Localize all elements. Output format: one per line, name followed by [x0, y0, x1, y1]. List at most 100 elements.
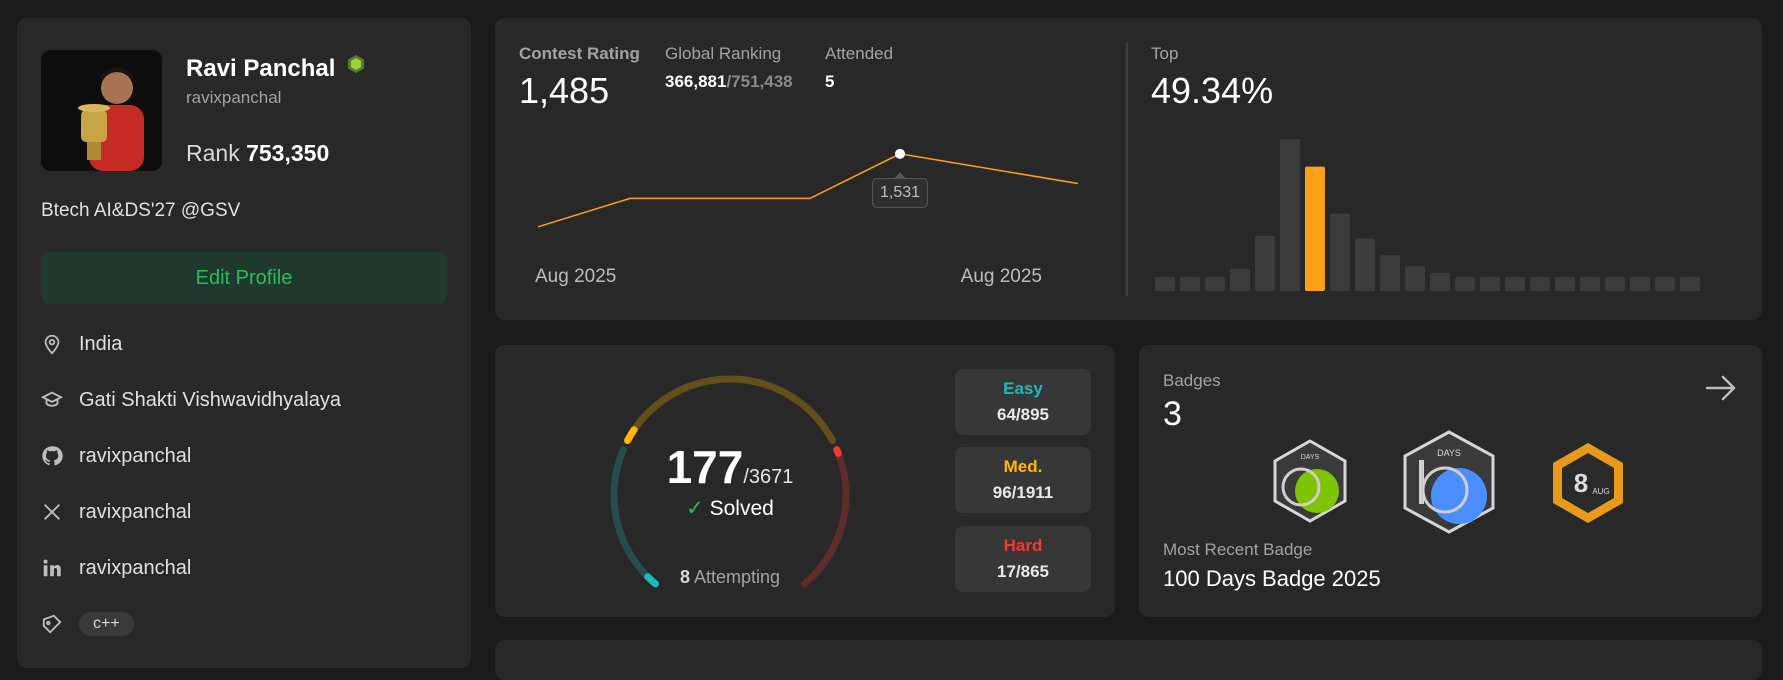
location-text: India	[79, 332, 123, 355]
distribution-bar[interactable]	[1530, 277, 1550, 291]
global-ranking-label: Global Ranking	[665, 44, 782, 63]
badge-50-days-icon[interactable]: DAYS	[1271, 439, 1349, 523]
distribution-bar[interactable]	[1180, 277, 1200, 291]
distribution-bar[interactable]	[1580, 277, 1600, 291]
distribution-bar[interactable]	[1405, 266, 1425, 291]
badges-count: 3	[1163, 395, 1182, 433]
github-text[interactable]: ravixpanchal	[79, 444, 192, 467]
global-ranking-block: Global Ranking 366,881/751,438	[665, 44, 793, 92]
medium-stat[interactable]: Med. 96/1911	[955, 447, 1091, 513]
top-percent-block: Top 49.34%	[1151, 44, 1273, 112]
next-section-card	[495, 640, 1762, 680]
distribution-bar[interactable]	[1355, 238, 1375, 291]
distribution-bar[interactable]	[1480, 277, 1500, 291]
solved-progress-ring[interactable]	[605, 375, 855, 595]
distribution-bar[interactable]	[1280, 139, 1300, 291]
contest-rating-value: 1,485	[519, 70, 610, 111]
easy-stat[interactable]: Easy 64/895	[955, 369, 1091, 435]
skills-row: c++	[41, 610, 134, 638]
badge1-text: DAYS	[1301, 454, 1320, 461]
solved-count: 177	[666, 441, 744, 493]
solved-label-row: ✓ Solved	[625, 496, 835, 521]
x-axis-start-label: Aug 2025	[535, 266, 617, 287]
contest-rating-block: Contest Rating 1,485	[519, 44, 640, 112]
rating-tooltip: 1,531	[872, 177, 929, 208]
rating-point[interactable]	[895, 148, 905, 159]
contest-rating-label: Contest Rating	[519, 44, 640, 63]
distribution-bar[interactable]	[1605, 277, 1625, 291]
distribution-bar[interactable]	[1680, 277, 1700, 291]
github-icon	[42, 446, 63, 466]
recent-badge-block: Most Recent Badge 100 Days Badge 2025	[1163, 540, 1381, 592]
verified-icon	[348, 55, 365, 73]
distribution-bar[interactable]	[1555, 277, 1575, 291]
solved-label: Solved	[709, 497, 774, 520]
attempting-label: Attempting	[693, 567, 781, 587]
badge-aug-icon[interactable]: 8 AUG	[1549, 441, 1627, 525]
medium-progress[interactable]	[624, 426, 638, 445]
medium-label: Med.	[1003, 457, 1043, 476]
location-row: India	[41, 330, 122, 358]
graduation-cap-icon	[41, 391, 63, 407]
badge2-text: DAYS	[1437, 448, 1461, 458]
attempting-row: 8 Attempting	[630, 567, 830, 588]
github-row[interactable]: ravixpanchal	[41, 442, 191, 470]
distribution-bar[interactable]	[1630, 277, 1650, 291]
recent-badge-label: Most Recent Badge	[1163, 540, 1313, 559]
distribution-bar[interactable]	[1330, 213, 1350, 291]
distribution-bar[interactable]	[1255, 235, 1275, 291]
solved-card: 177/3671 ✓ Solved 8 Attempting Easy 64/8…	[495, 345, 1115, 617]
top-label: Top	[1151, 44, 1179, 63]
hard-progress[interactable]	[833, 446, 842, 457]
tooltip-pointer	[894, 171, 906, 179]
badges-label: Badges	[1163, 371, 1221, 390]
easy-track[interactable]	[610, 446, 659, 588]
hard-track[interactable]	[801, 446, 850, 588]
badges-card[interactable]: Badges 3 DAYS DAYS 8 AUG Most Recent Bad…	[1139, 345, 1762, 617]
x-axis-end-label: Aug 2025	[960, 266, 1042, 287]
easy-progress[interactable]	[644, 573, 659, 588]
badge3-text: 8	[1574, 468, 1588, 498]
twitter-row[interactable]: ravixpanchal	[41, 498, 191, 526]
rating-series-line	[537, 153, 1079, 228]
distribution-bar[interactable]	[1505, 277, 1525, 291]
profile-username: ravixpanchal	[186, 88, 282, 107]
badge-100-days-icon[interactable]: DAYS	[1401, 430, 1497, 534]
top-value: 49.34%	[1151, 70, 1274, 111]
distribution-bar[interactable]	[1305, 166, 1325, 291]
hard-stat[interactable]: Hard 17/865	[955, 526, 1091, 592]
attended-value: 5	[825, 72, 835, 91]
school-row: Gati Shakti Vishwavidhyalaya	[41, 386, 341, 414]
medium-track[interactable]	[624, 375, 836, 445]
arrow-right-icon[interactable]	[1704, 371, 1738, 405]
profile-name: Ravi Panchal	[186, 54, 366, 83]
hard-label: Hard	[1003, 536, 1043, 555]
avatar[interactable]	[41, 50, 162, 171]
check-icon: ✓	[686, 497, 704, 520]
distribution-bar[interactable]	[1380, 255, 1400, 291]
distribution-bar[interactable]	[1430, 273, 1450, 291]
twitter-text[interactable]: ravixpanchal	[79, 500, 192, 523]
distribution-bar[interactable]	[1455, 277, 1475, 291]
profile-card: Ravi Panchal ravixpanchal Rank 753,350 B…	[17, 18, 471, 668]
attended-block: Attended 5	[825, 44, 893, 92]
distribution-bar[interactable]	[1155, 277, 1175, 291]
badge3-sub: AUG	[1592, 487, 1609, 496]
school-text: Gati Shakti Vishwavidhyalaya	[79, 388, 341, 411]
recent-badge-value: 100 Days Badge 2025	[1163, 566, 1381, 591]
linkedin-icon	[43, 559, 61, 577]
hard-value: 17/865	[997, 562, 1049, 581]
profile-rank: Rank 753,350	[186, 140, 330, 166]
rating-line-chart[interactable]	[495, 18, 1095, 320]
distribution-bar[interactable]	[1655, 277, 1675, 291]
skill-tag[interactable]: c++	[79, 612, 134, 636]
distribution-bar[interactable]	[1205, 277, 1225, 291]
linkedin-row[interactable]: ravixpanchal	[41, 554, 191, 582]
global-rank-value: 366,881	[665, 72, 727, 91]
location-pin-icon	[44, 334, 60, 355]
distribution-bar[interactable]	[1230, 268, 1250, 291]
easy-label: Easy	[1003, 379, 1043, 398]
linkedin-text[interactable]: ravixpanchal	[79, 556, 192, 579]
edit-profile-button[interactable]: Edit Profile	[41, 252, 447, 304]
distribution-bar-chart[interactable]	[1155, 128, 1735, 293]
